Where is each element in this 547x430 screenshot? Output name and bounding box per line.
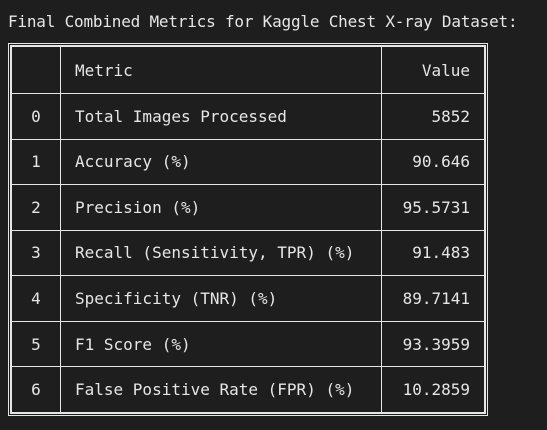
row-value: 91.483 [381,229,485,277]
row-value: 89.7141 [381,275,485,322]
row-metric: Accuracy (%) [60,138,382,186]
row-metric: Specificity (TNR) (%) [60,275,382,322]
output-title: Final Combined Metrics for Kaggle Chest … [8,12,518,31]
row-metric: Precision (%) [60,184,382,231]
row-index: 2 [11,184,61,231]
row-index: 6 [11,366,61,413]
row-value: 93.3959 [381,320,485,368]
header-metric: Metric [60,46,382,94]
header-value: Value [381,46,485,94]
row-value: 5852 [381,93,485,140]
metrics-table: Metric Value 0 Total Images Processed 5852… [11,46,485,413]
table-header-row: Metric Value [11,46,485,94]
table-row: 3 Recall (Sensitivity, TPR) (%) 91.483 [11,229,485,277]
table-row: 2 Precision (%) 95.5731 [11,184,485,231]
row-index: 0 [11,93,61,140]
table-row: 1 Accuracy (%) 90.646 [11,138,485,186]
row-value: 10.2859 [381,366,485,413]
metrics-table-container: Metric Value 0 Total Images Processed 5852… [8,43,488,416]
table-row: 0 Total Images Processed 5852 [11,93,485,140]
row-index: 1 [11,138,61,186]
row-value: 90.646 [381,138,485,186]
row-metric: Recall (Sensitivity, TPR) (%) [60,229,382,277]
row-metric: False Positive Rate (FPR) (%) [60,366,382,413]
row-index: 4 [11,275,61,322]
row-value: 95.5731 [381,184,485,231]
row-metric: F1 Score (%) [60,320,382,368]
table-row: 5 F1 Score (%) 93.3959 [11,320,485,368]
row-index: 5 [11,320,61,368]
table-row: 4 Specificity (TNR) (%) 89.7141 [11,275,485,322]
table-row: 6 False Positive Rate (FPR) (%) 10.2859 [11,366,485,413]
row-index: 3 [11,229,61,277]
header-index [11,46,61,94]
row-metric: Total Images Processed [60,93,382,140]
